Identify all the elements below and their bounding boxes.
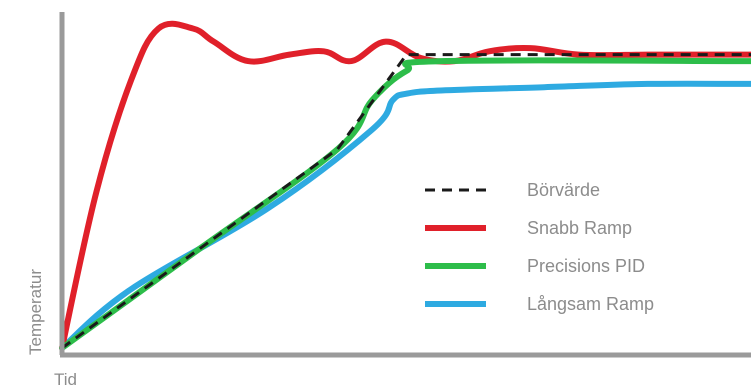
- legend-label-0: Börvärde: [527, 180, 600, 200]
- x-axis-label: Tid: [54, 370, 77, 389]
- legend-label-1: Snabb Ramp: [527, 218, 632, 238]
- legend-label-3: Långsam Ramp: [527, 294, 654, 314]
- y-axis-label: Temperatur: [26, 269, 45, 355]
- legend: Börvärde Snabb Ramp Precisions PID Långsam …: [425, 180, 654, 314]
- series-layer: [59, 20, 751, 351]
- legend-label-2: Precisions PID: [527, 256, 645, 276]
